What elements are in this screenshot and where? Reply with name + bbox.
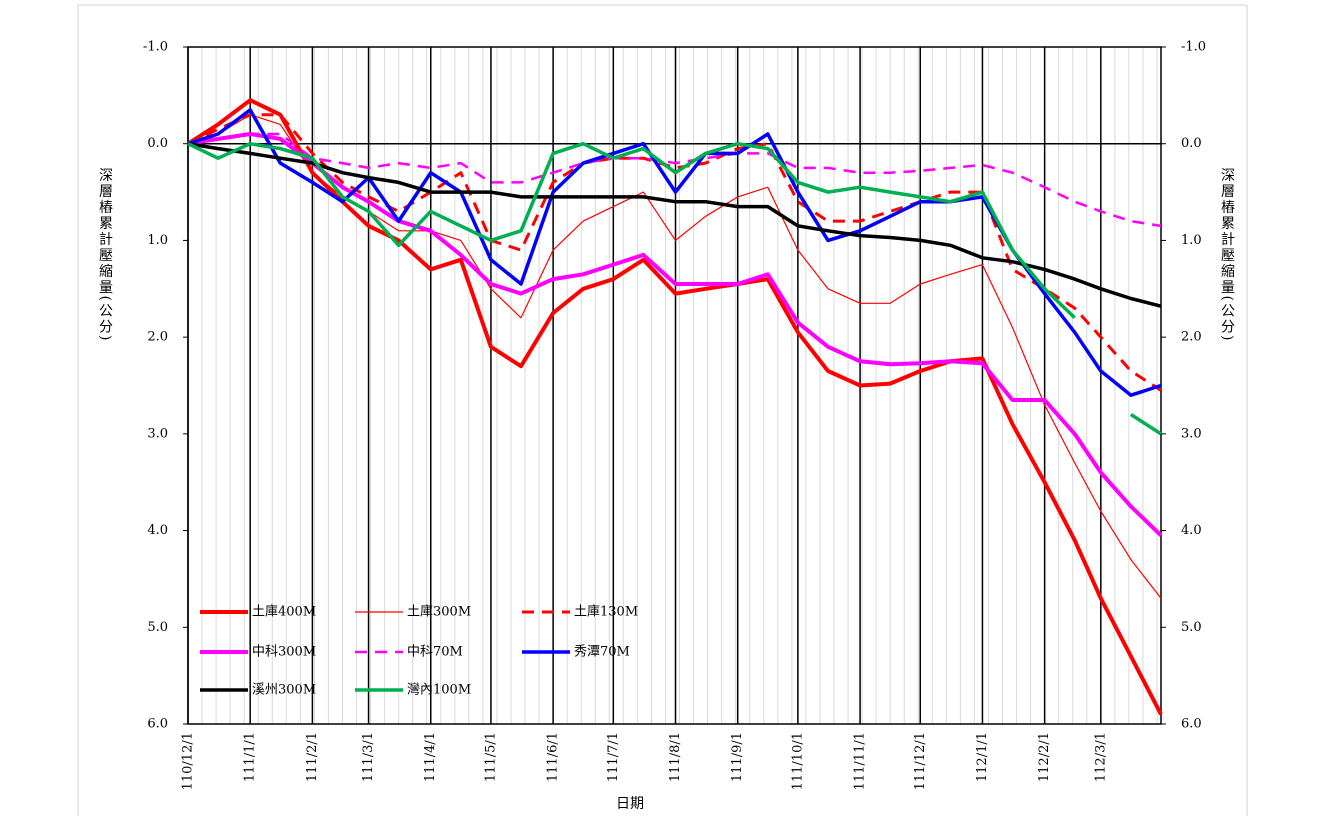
plot-border	[187, 46, 1162, 725]
y2-tick-label: 0.0	[1181, 136, 1202, 151]
x-tick-label: 112/3/1	[1093, 732, 1108, 782]
y2-tick-label: 4.0	[1181, 523, 1202, 538]
x-tick-label: 111/2/1	[305, 732, 320, 782]
y-tick-label: 0.0	[147, 136, 168, 151]
y-tick-label: -1.0	[143, 40, 168, 55]
legend-label: 秀潭70M	[574, 645, 630, 660]
x-tick-label: 111/4/1	[423, 732, 438, 782]
legend-label: 土庫400M	[252, 605, 316, 620]
x-tick-label: 111/10/1	[790, 732, 805, 790]
y-tick-label: 1.0	[147, 233, 168, 248]
y2-tick-label: 6.0	[1181, 717, 1202, 732]
x-tick-label: 112/2/1	[1037, 732, 1052, 782]
x-tick-label: 112/1/1	[975, 732, 990, 782]
y2-tick-label: 5.0	[1181, 620, 1202, 635]
x-axis-title: 日期	[616, 796, 644, 812]
x-tick-label: 111/3/1	[361, 732, 376, 782]
x-tick-label: 111/7/1	[606, 732, 621, 782]
grid	[187, 47, 1158, 724]
x-tick-label: 111/8/1	[668, 732, 683, 782]
y-tick-label: 3.0	[147, 426, 168, 441]
x-tick-label: 111/5/1	[483, 732, 498, 782]
legend-label: 土庫130M	[574, 605, 638, 620]
x-tick-label: 111/6/1	[546, 732, 561, 782]
y-axis-title: 深層樁累計壓縮量(公分)	[97, 168, 113, 343]
legend-label: 中科300M	[252, 645, 316, 660]
x-tick-label: 111/12/1	[913, 732, 928, 790]
y-tick-label: 6.0	[147, 717, 168, 732]
series-line	[187, 141, 1162, 436]
legend-label: 溪州300M	[252, 683, 316, 698]
x-tick-label: 111/1/1	[243, 732, 258, 782]
legend-label: 中科70M	[407, 645, 463, 660]
legend-label: 土庫300M	[407, 605, 471, 620]
y2-tick-label: 2.0	[1181, 330, 1202, 345]
x-tick-label: 111/11/1	[853, 732, 868, 790]
y-tick-label: 5.0	[147, 620, 168, 635]
y2-tick-label: 1.0	[1181, 233, 1202, 248]
series-line	[187, 113, 1162, 392]
x-tick-label: 110/12/1	[181, 732, 196, 790]
y-tick-label: 4.0	[147, 523, 168, 538]
x-tick-label: 111/9/1	[730, 732, 745, 782]
series-line	[186, 98, 1163, 716]
y2-tick-label: -1.0	[1181, 40, 1206, 55]
y-tick-label: 2.0	[147, 330, 168, 345]
legend-label: 灣內100M	[407, 683, 471, 698]
y2-axis-title: 深層樁累計壓縮量(公分)	[1219, 168, 1235, 343]
y2-tick-label: 3.0	[1181, 426, 1202, 441]
series-line	[187, 132, 1162, 228]
series-line	[187, 141, 1162, 308]
